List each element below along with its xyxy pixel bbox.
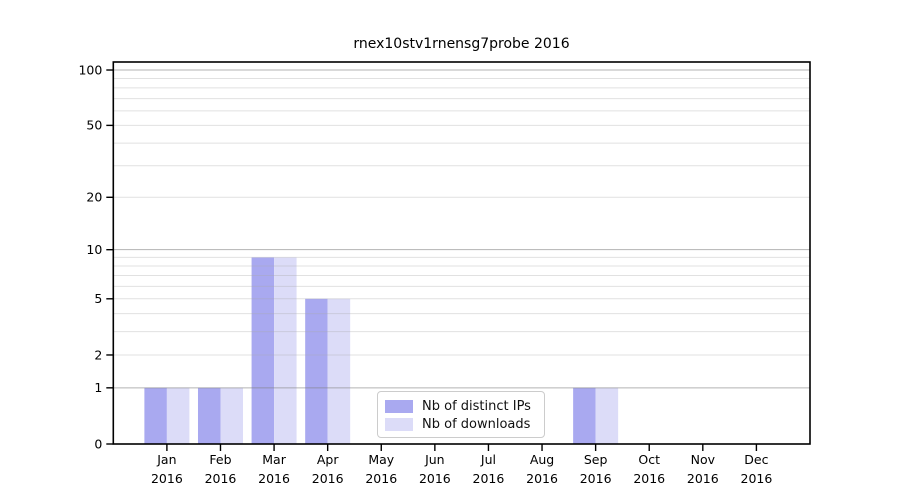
bars-layer — [144, 257, 619, 444]
bar-nb-of-downloads-apr — [327, 298, 351, 444]
y-tick-label: 2 — [94, 347, 102, 362]
x-tick-label-month: Apr — [317, 452, 339, 467]
y-tick-label: 0 — [94, 436, 102, 451]
bar-nb-of-distinct-ips-mar — [251, 257, 275, 444]
y-tick-label: 50 — [86, 118, 102, 133]
x-tick-label-month: Jan — [156, 452, 176, 467]
x-tick-label-year: 2016 — [151, 471, 183, 486]
x-tick-label-month: Nov — [691, 452, 716, 467]
y-tick-label: 10 — [86, 242, 102, 257]
legend-label-downloads: Nb of downloads — [422, 416, 531, 432]
y-tick-label: 1 — [94, 380, 102, 395]
bar-nb-of-downloads-jan — [166, 387, 190, 444]
x-tick-label-month: Dec — [744, 452, 768, 467]
legend-swatch-downloads-icon — [385, 417, 413, 431]
bar-nb-of-distinct-ips-jan — [144, 387, 167, 444]
x-tick-label-year: 2016 — [312, 471, 344, 486]
y-tick-label: 100 — [78, 62, 102, 77]
plot-frame — [112, 61, 811, 445]
x-tick-label-month: Jun — [424, 452, 445, 467]
legend-label-distinct-ips: Nb of distinct IPs — [422, 398, 531, 414]
bar-nb-of-distinct-ips-apr — [305, 298, 328, 444]
x-tick-label-month: Mar — [262, 452, 286, 467]
bar-nb-of-distinct-ips-sep — [573, 387, 596, 444]
x-tick-label-month: Jul — [480, 452, 496, 467]
gridlines-layer — [113, 69, 810, 389]
y-tick-label: 5 — [94, 291, 102, 306]
x-tick-label-month: Aug — [530, 452, 554, 467]
bar-nb-of-downloads-mar — [274, 257, 297, 444]
legend: Nb of distinct IPs Nb of downloads — [377, 391, 545, 438]
x-tick-label-year: 2016 — [526, 471, 558, 486]
x-tick-label-year: 2016 — [633, 471, 665, 486]
x-tick-label-year: 2016 — [258, 471, 290, 486]
chart-title: rnex10stv1rnensg7probe 2016 — [353, 36, 570, 52]
legend-swatch-distinct-ips-icon — [385, 399, 413, 413]
y-tick-label: 20 — [86, 190, 102, 205]
x-tick-label-year: 2016 — [687, 471, 719, 486]
x-tick-label-month: Sep — [584, 452, 608, 467]
bar-nb-of-downloads-sep — [595, 387, 619, 444]
x-tick-label-month: Feb — [209, 452, 231, 467]
x-tick-label-year: 2016 — [580, 471, 612, 486]
x-tick-label-month: Oct — [638, 452, 660, 467]
bar-nb-of-distinct-ips-feb — [197, 387, 221, 444]
legend-item-distinct-ips: Nb of distinct IPs — [385, 398, 536, 415]
x-tick-label-year: 2016 — [473, 471, 505, 486]
x-tick-label-month: May — [368, 452, 394, 467]
x-tick-label-year: 2016 — [419, 471, 451, 486]
legend-item-downloads: Nb of downloads — [385, 416, 536, 433]
axes-layer: 0 1 2 5 10 20 50 100 Jan 2016 Feb 2016 Mar 2016 Apr 201… — [78, 61, 811, 486]
x-tick-label-year: 2016 — [365, 471, 397, 486]
x-tick-label-year: 2016 — [205, 471, 237, 486]
x-tick-label-year: 2016 — [741, 471, 773, 486]
bar-nb-of-downloads-feb — [220, 387, 243, 444]
